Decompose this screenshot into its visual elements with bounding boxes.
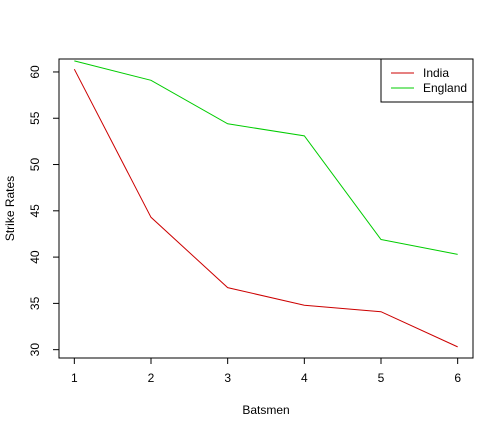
y-tick-label: 40: [28, 250, 42, 264]
y-tick-label: 55: [28, 111, 42, 125]
x-tick-label: 2: [148, 371, 155, 385]
legend-label: England: [423, 81, 467, 95]
y-tick-label: 35: [28, 296, 42, 310]
x-tick-label: 4: [301, 371, 308, 385]
x-tick-label: 6: [454, 371, 461, 385]
x-axis-title: Batsmen: [242, 403, 289, 417]
y-axis: 30 35 40 45 50 55 60: [28, 65, 59, 356]
y-tick-label: 30: [28, 343, 42, 357]
y-tick-label: 50: [28, 158, 42, 172]
series-lines: [74, 61, 457, 347]
legend-label: India: [423, 66, 449, 80]
series-line-india: [74, 69, 457, 347]
y-tick-label: 60: [28, 65, 42, 79]
x-tick-label: 5: [378, 371, 385, 385]
x-axis: 1 2 3 4 5 6: [71, 358, 461, 385]
y-tick-label: 45: [28, 204, 42, 218]
y-axis-title: Strike Rates: [3, 176, 17, 241]
plot-area: [59, 59, 473, 358]
plot-frame: [59, 59, 473, 358]
x-tick-label: 3: [224, 371, 231, 385]
x-tick-label: 1: [71, 371, 78, 385]
